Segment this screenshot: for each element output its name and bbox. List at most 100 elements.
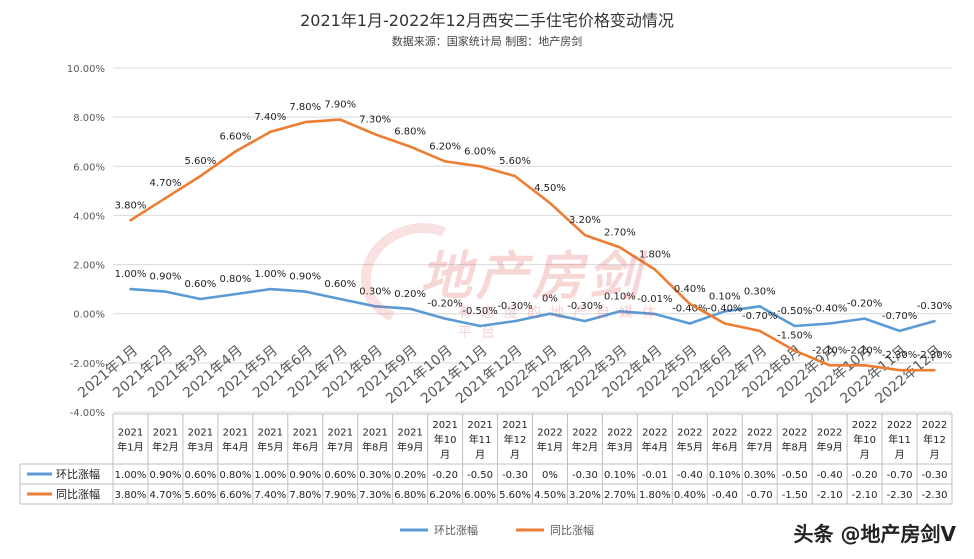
table-header: 2021 bbox=[432, 420, 457, 431]
data-point bbox=[129, 287, 132, 291]
table-header: 2021 bbox=[328, 428, 353, 439]
data-point bbox=[408, 145, 412, 148]
table-header: 年2月 bbox=[572, 441, 598, 454]
table-header: 2022 bbox=[887, 420, 912, 431]
data-point bbox=[723, 310, 726, 313]
table-header: 2022 bbox=[852, 420, 877, 431]
data-point bbox=[339, 118, 342, 121]
table-header: 年11 bbox=[888, 433, 911, 446]
data-label: 0% bbox=[542, 294, 558, 305]
y-tick-label: -4.00% bbox=[70, 408, 105, 419]
table-cell: 0.80% bbox=[219, 470, 251, 481]
data-table: 2021 年1月 2021 年2月 2021 年3月 2021 年4月 2021 年5月 2021 年… bbox=[19, 413, 953, 505]
table-cell: -2.10 bbox=[852, 490, 878, 501]
table-header: 2021 bbox=[467, 420, 492, 431]
table-header: 年9月 bbox=[397, 441, 423, 454]
table-cell: -0.70 bbox=[887, 470, 913, 481]
data-label: -0.30% bbox=[917, 301, 952, 312]
table-header: 年5月 bbox=[257, 441, 283, 454]
data-label: 3.80% bbox=[115, 200, 147, 211]
table-header: 年1月 bbox=[537, 441, 563, 454]
table-cell: 6.00% bbox=[464, 490, 496, 501]
table-header: 2022 bbox=[607, 428, 632, 439]
data-point bbox=[478, 324, 482, 328]
data-point bbox=[548, 312, 552, 315]
data-point bbox=[304, 120, 307, 124]
data-point bbox=[129, 219, 132, 222]
data-point bbox=[339, 297, 342, 301]
data-label: 5.60% bbox=[185, 156, 217, 167]
table-header: 年2月 bbox=[152, 441, 178, 454]
data-point bbox=[478, 165, 482, 168]
table-header: 2022 bbox=[537, 428, 562, 439]
data-label: -0.30% bbox=[567, 301, 602, 312]
data-point bbox=[443, 160, 447, 163]
data-label: 0.30% bbox=[744, 286, 776, 297]
data-point bbox=[898, 329, 901, 333]
table-cell: 4.50% bbox=[534, 490, 566, 501]
table-cell: -0.20 bbox=[432, 470, 458, 481]
series-line-2 bbox=[129, 118, 935, 372]
data-point bbox=[164, 197, 167, 200]
table-header: 年9月 bbox=[816, 441, 842, 454]
table-cell: 6.80% bbox=[394, 490, 426, 501]
table-cell: 0.10% bbox=[709, 470, 741, 481]
table-header: 2022 bbox=[712, 428, 737, 439]
y-tick-label: 8.00% bbox=[73, 113, 105, 124]
y-axis: 10.00% 8.00% 6.00% 4.00% 2.00% 0.00% -2.00% -4.… bbox=[67, 64, 105, 419]
table-cell: 0.90% bbox=[150, 470, 182, 481]
data-label: -0.30% bbox=[497, 301, 532, 312]
data-label: -0.40% bbox=[707, 304, 742, 315]
data-label: -2.30% bbox=[917, 350, 952, 361]
data-point bbox=[898, 369, 901, 372]
data-point bbox=[828, 322, 831, 325]
table-header: 2021 bbox=[153, 428, 178, 439]
data-label: 0.10% bbox=[709, 291, 741, 302]
data-label: -0.70% bbox=[742, 311, 777, 322]
data-label: 0.10% bbox=[604, 291, 636, 302]
y-tick-label: 4.00% bbox=[73, 211, 105, 222]
table-header: 2022 bbox=[747, 428, 772, 439]
data-label: 7.80% bbox=[289, 102, 321, 113]
data-point bbox=[304, 290, 307, 293]
table-cell: 0.90% bbox=[289, 470, 321, 481]
table-header: 2022 bbox=[572, 428, 597, 439]
data-point bbox=[863, 364, 866, 367]
table-cell: 3.80% bbox=[115, 490, 147, 501]
table-cell: 5.60% bbox=[185, 490, 217, 501]
data-label: -2.10% bbox=[812, 345, 847, 356]
data-point bbox=[933, 369, 936, 372]
table-cell: -1.50 bbox=[782, 490, 808, 501]
data-point bbox=[863, 317, 866, 320]
data-label: -0.20% bbox=[427, 299, 462, 310]
data-label: 0.60% bbox=[324, 279, 356, 290]
data-label: 1.80% bbox=[639, 249, 671, 260]
data-label: 3.20% bbox=[569, 215, 601, 226]
data-label: 1.00% bbox=[254, 269, 286, 280]
data-label: -0.20% bbox=[847, 299, 882, 310]
data-point bbox=[758, 329, 761, 333]
table-cell: 6.20% bbox=[429, 490, 461, 501]
data-label: -2.30% bbox=[882, 350, 917, 361]
table-header: 月 bbox=[475, 449, 485, 461]
grid bbox=[113, 67, 952, 413]
data-point bbox=[793, 349, 796, 352]
chart-title: 2021年1月-2022年12月西安二手住宅价格变动情况 bbox=[300, 11, 674, 30]
table-cell: 7.80% bbox=[289, 490, 321, 501]
table-cell: -2.10 bbox=[817, 490, 843, 501]
table-header: 2022 bbox=[782, 428, 807, 439]
table-header: 2021 bbox=[293, 428, 318, 439]
data-point bbox=[164, 290, 167, 293]
data-point bbox=[269, 130, 272, 134]
data-point bbox=[723, 322, 726, 325]
data-point bbox=[933, 319, 936, 323]
data-label: 0.90% bbox=[150, 272, 182, 283]
data-point bbox=[828, 364, 831, 367]
data-point bbox=[513, 319, 517, 323]
data-label: 1.00% bbox=[115, 269, 147, 280]
y-tick-label: 6.00% bbox=[73, 162, 105, 173]
data-point bbox=[583, 319, 587, 323]
table-header: 2021 bbox=[397, 428, 422, 439]
data-label: 0.60% bbox=[185, 279, 217, 290]
table-cell: 7.90% bbox=[324, 490, 356, 501]
